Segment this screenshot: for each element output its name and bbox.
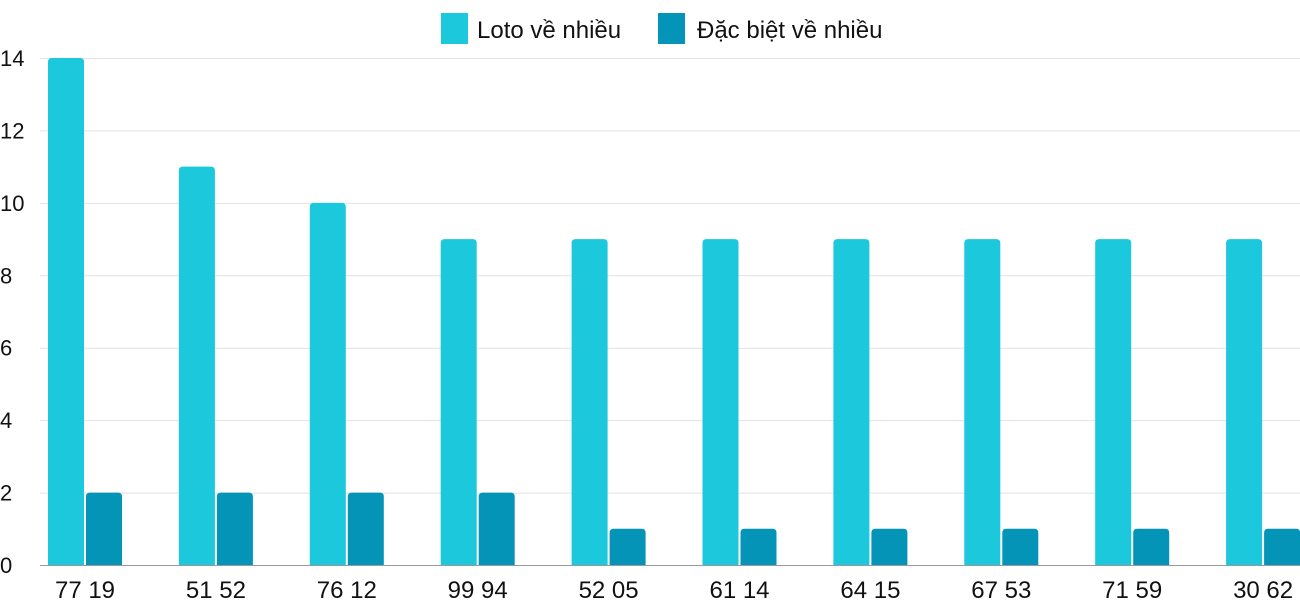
bar-loto[interactable] [48, 58, 84, 565]
x-tick-label: 61 14 [709, 577, 769, 600]
bar-loto[interactable] [833, 239, 870, 566]
legend-swatch-loto [441, 13, 468, 44]
bar-loto[interactable] [440, 239, 477, 566]
x-tick-label: 71 59 [1102, 577, 1162, 600]
bar-loto[interactable] [964, 239, 1001, 566]
y-tick-label: 14 [0, 46, 24, 71]
x-tick-label: 99 94 [448, 577, 508, 600]
x-tick-label: 77 19 [55, 577, 115, 600]
x-tick-label: 51 52 [186, 577, 246, 600]
x-tick-label: 64 15 [840, 577, 900, 600]
y-tick-label: 8 [0, 263, 12, 288]
bar-dac-biet[interactable] [609, 528, 646, 565]
bar-loto[interactable] [571, 239, 608, 566]
bar-dac-biet[interactable] [216, 492, 253, 565]
bar-dac-biet[interactable] [740, 528, 777, 565]
y-tick-label: 6 [0, 336, 12, 361]
bar-loto[interactable] [702, 239, 739, 566]
bar-dac-biet[interactable] [347, 492, 384, 565]
bar-dac-biet[interactable] [1002, 528, 1039, 565]
bar-loto[interactable] [1226, 239, 1263, 566]
x-tick-label: 67 53 [971, 577, 1031, 600]
legend-swatch-dac-biet [658, 13, 685, 44]
x-axis-ticks: 77 19 51 52 76 12 99 94 52 05 61 14 64 15 67 53… [55, 577, 1293, 604]
bar-dac-biet[interactable] [1264, 528, 1300, 565]
bar-dac-biet[interactable] [1133, 528, 1170, 565]
legend-label-loto[interactable]: Loto về nhiều [477, 17, 621, 44]
bar-loto[interactable] [1095, 239, 1132, 566]
y-tick-label: 4 [0, 408, 12, 433]
y-tick-label: 12 [0, 118, 24, 143]
gridlines [40, 58, 1300, 494]
bar-loto[interactable] [178, 166, 215, 565]
bars [48, 58, 1300, 566]
y-tick-label: 10 [0, 191, 24, 216]
bar-dac-biet[interactable] [871, 528, 908, 565]
legend: Loto về nhiều Đặc biệt về nhiều [441, 13, 882, 44]
y-tick-label: 2 [0, 481, 12, 506]
y-tick-label: 0 [0, 553, 12, 578]
bar-loto[interactable] [309, 202, 346, 565]
bar-dac-biet[interactable] [86, 492, 122, 565]
y-axis-ticks: 0 2 4 6 8 10 12 14 [0, 46, 24, 578]
bar-dac-biet[interactable] [478, 492, 515, 565]
x-tick-label: 52 05 [579, 577, 639, 600]
x-tick-label: 30 62 [1233, 577, 1293, 600]
legend-label-dac-biet[interactable]: Đặc biệt về nhiều [697, 17, 882, 44]
x-tick-label: 76 12 [317, 577, 377, 600]
